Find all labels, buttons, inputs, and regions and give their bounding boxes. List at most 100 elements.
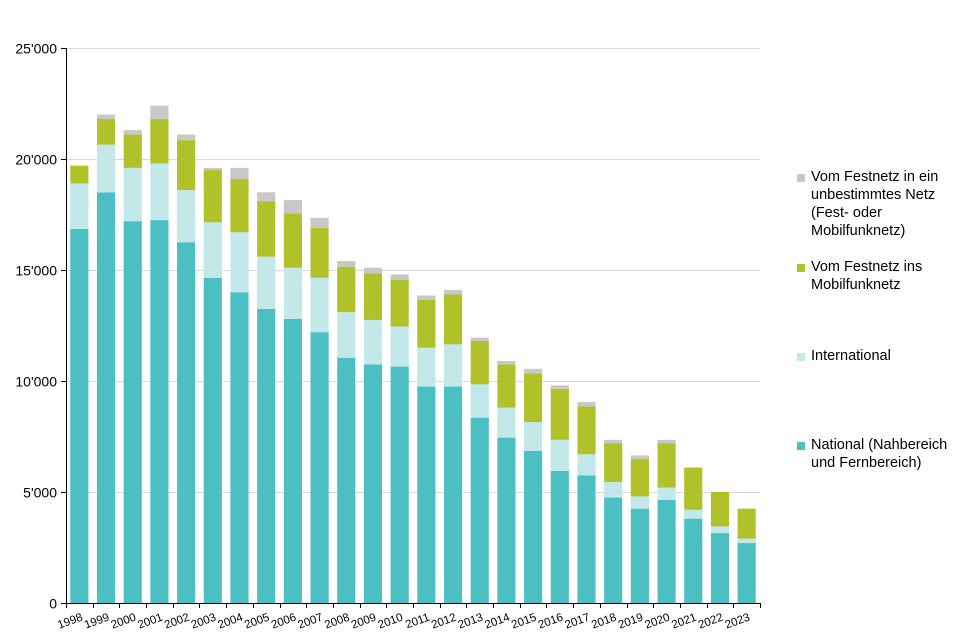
bar-segment (363, 267, 383, 274)
bar-segment (630, 496, 649, 509)
bar-segment (177, 134, 196, 141)
bar-segment (337, 266, 356, 313)
bar-segment (443, 344, 463, 387)
bar-segment (737, 538, 756, 544)
bar-segment (283, 267, 302, 319)
x-tick-label: 2013 (457, 612, 485, 632)
x-tick-label: 2007 (296, 612, 324, 632)
legend-label: Vom Festnetz in ein unbestimmtes Netz (F… (811, 169, 939, 239)
bar-segment (684, 509, 703, 519)
bar-segment (604, 497, 623, 603)
bar-segment (230, 167, 249, 179)
bar-segment (203, 167, 222, 171)
bar-segment (630, 455, 649, 459)
bar-segment (257, 201, 276, 257)
bar-segment (150, 105, 169, 120)
bar-segment (443, 289, 463, 295)
bar-segment (390, 326, 409, 367)
bar-segment (337, 312, 356, 358)
bar-segment (470, 337, 489, 342)
bar-segment (123, 221, 142, 603)
x-tick-label: 1998 (56, 612, 84, 632)
bar-segment (363, 273, 383, 320)
x-tick-labels: 1998199920002001200220032004200520062007… (56, 611, 751, 631)
bar-segment (70, 165, 89, 184)
bar-segment (203, 277, 222, 603)
x-tick-label: 2021 (670, 612, 698, 632)
bar-segment (684, 467, 703, 510)
bar-segment (70, 228, 89, 603)
bar-segment (310, 217, 329, 228)
legend-label: Vom Festnetz ins Mobilfunknetz (811, 259, 923, 293)
bar-segment (257, 256, 276, 309)
x-tick-label: 2003 (190, 612, 218, 632)
bar-segment (203, 170, 222, 223)
bar-segment (230, 178, 249, 233)
bar-segment (203, 222, 222, 278)
x-tick-label: 2020 (643, 612, 671, 632)
bar-segment (363, 364, 383, 603)
bar-segment (257, 308, 276, 603)
x-tick-label: 2010 (377, 612, 405, 632)
bar-segment (577, 402, 596, 407)
y-tick-label: 0 (49, 596, 57, 612)
bar-segment (710, 526, 730, 534)
legend-swatch (797, 264, 805, 272)
bar-segment (710, 492, 730, 527)
bar-segment (524, 373, 543, 423)
bar-segment (630, 458, 649, 497)
x-tick-label: 2017 (563, 612, 591, 632)
bar-segment (497, 407, 516, 438)
bar-segment (550, 388, 569, 440)
bar-segment (470, 417, 489, 603)
x-tick-label: 2005 (243, 612, 271, 632)
bar-segment (524, 422, 543, 451)
bar-segment (577, 454, 596, 476)
bar-segment (177, 242, 196, 603)
y-tick-label: 5'000 (23, 485, 57, 501)
bar-segment (150, 163, 169, 221)
bar-segment (524, 368, 543, 374)
x-tick-label: 2000 (110, 612, 138, 632)
bar-segment (123, 130, 142, 135)
bar-segment (390, 366, 409, 603)
bar-segment (310, 277, 329, 333)
x-tick-label: 2002 (163, 612, 191, 632)
gridlines (66, 48, 760, 493)
y-tick-label: 20'000 (15, 152, 57, 168)
bar-segment (417, 386, 436, 603)
bar-segment (337, 261, 356, 267)
x-tick-label: 2015 (510, 612, 538, 632)
x-tick-label: 2006 (270, 612, 298, 632)
bar-segment (123, 167, 142, 222)
x-tick-label: 2019 (617, 612, 645, 632)
bar-segment (657, 499, 676, 603)
bar-segment (337, 357, 356, 603)
legend-swatch (797, 442, 805, 450)
bar-segment (710, 533, 730, 603)
bar-segment (657, 443, 676, 488)
bar-segment (177, 190, 196, 243)
y-tick-labels: 0 5'000 10'000 15'000 20'000 25'000 (15, 41, 57, 612)
legend-label: National (Nahbereich und Fernbereich) (811, 437, 948, 471)
x-tick-label: 2008 (323, 612, 351, 632)
bar-segment (70, 183, 89, 229)
y-tick-label: 25'000 (15, 41, 57, 57)
bar-segment (737, 543, 756, 603)
x-tick-label: 2001 (136, 612, 164, 632)
x-tick-label: 2014 (483, 611, 512, 631)
bar-segment (96, 144, 116, 193)
bar-segment (684, 518, 703, 603)
bar-segment (123, 134, 142, 168)
legend-label: International (811, 348, 891, 364)
x-tick-label: 2018 (590, 612, 618, 632)
bar-segment (417, 347, 436, 387)
bar-segment (96, 192, 116, 604)
bar-segment (443, 386, 463, 603)
bar-segment (150, 119, 169, 164)
bar-segment (604, 439, 623, 444)
x-tick-label: 2016 (537, 612, 565, 632)
bar-segment (497, 437, 516, 603)
bars (70, 105, 756, 604)
